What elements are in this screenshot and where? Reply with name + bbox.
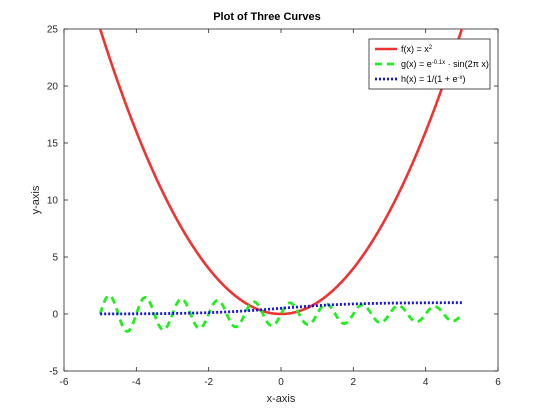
legend: f(x) = x2 g(x) = e-0.1x · sin(2π x) h(x) =…	[368, 38, 491, 90]
x-axis-title: x-axis	[267, 393, 296, 405]
y-tick-label: 5	[52, 253, 58, 264]
y-tick-label: 20	[47, 82, 59, 93]
x-tick-label: -4	[132, 377, 141, 388]
x-tick-label: -6	[60, 377, 69, 388]
y-tick-label: -5	[49, 367, 58, 378]
legend-label-2: h(x) = 1/(1 + e-x)	[401, 74, 466, 84]
y-tick-label: 0	[52, 310, 58, 321]
y-tick-label: 15	[47, 139, 59, 150]
legend-label-1: g(x) = e-0.1x · sin(2π x)	[401, 59, 489, 69]
series-line-1	[98, 294, 463, 333]
chart-title: Plot of Three Curves	[213, 11, 321, 23]
legend-label-0: f(x) = x2	[401, 44, 433, 54]
y-tick-label: 10	[47, 196, 59, 207]
x-tick-label: -2	[204, 377, 213, 388]
series-line-0	[98, 29, 464, 316]
x-tick-label: 2	[351, 377, 357, 388]
y-axis-title: y-axis	[30, 185, 42, 214]
y-tick-label: 25	[47, 25, 59, 36]
series-layer	[98, 29, 464, 333]
x-tick-label: 6	[495, 377, 501, 388]
x-tick-label: 0	[278, 377, 284, 388]
tick-layer: -6 -4 -2 0 2 4 6 -5 0 5 10 15 20 25	[47, 25, 501, 389]
x-tick-label: 4	[423, 377, 429, 388]
series-line-2	[99, 301, 463, 316]
